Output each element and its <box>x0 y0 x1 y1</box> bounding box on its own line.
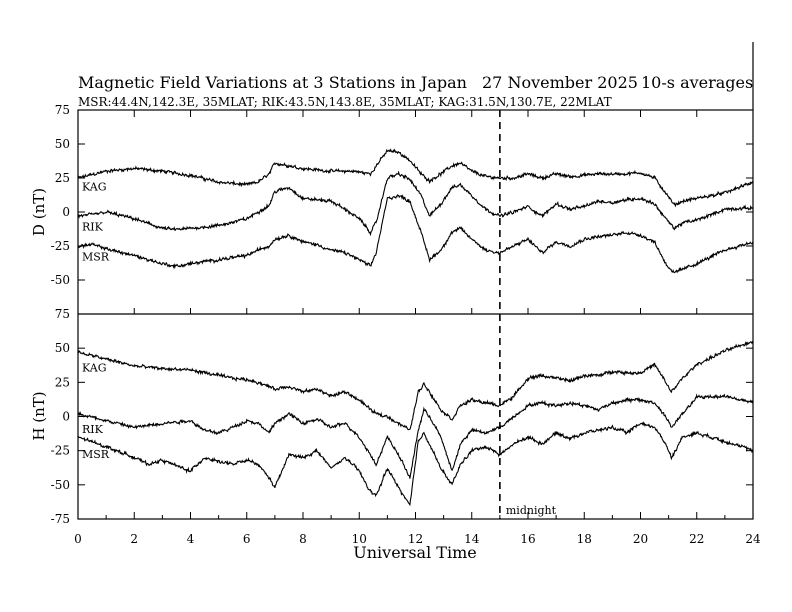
x-tick-label: 18 <box>577 532 592 546</box>
x-tick-label: 12 <box>408 532 423 546</box>
d-series-msr <box>77 194 754 274</box>
axis-layer: 0 2 4 6 8 10 12 14 16 18 20 22 247550250-25-50755025… <box>51 103 761 546</box>
y-tick-label: 50 <box>55 137 70 151</box>
station-label-rik: RIK <box>82 221 104 234</box>
x-tick-label: 0 <box>74 532 82 546</box>
y-tick-label: -25 <box>51 444 70 458</box>
chart-note: 10-s averages <box>641 73 753 92</box>
x-tick-label: 24 <box>745 532 761 546</box>
midnight-label: midnight <box>506 504 557 517</box>
x-tick-label: 8 <box>299 532 307 546</box>
y-tick-label: 75 <box>55 103 70 117</box>
h-series-msr <box>77 421 754 507</box>
y-tick-label: -75 <box>51 512 70 526</box>
station-label-rik: RIK <box>82 423 104 436</box>
x-tick-label: 6 <box>243 532 251 546</box>
x-tick-label: 4 <box>187 532 195 546</box>
y-tick-label: -50 <box>51 478 70 492</box>
y-tick-label: -25 <box>51 239 70 253</box>
chart-title: Magnetic Field Variations at 3 Stations … <box>78 73 467 92</box>
chart-subtitle: MSR:44.4N,142.3E, 35MLAT; RIK:43.5N,143.… <box>78 95 612 109</box>
series-layer: KAG RIK MSR KAG RIK MSR <box>77 148 754 507</box>
d-series-rik <box>77 170 754 237</box>
h-series-kag <box>77 340 754 431</box>
x-tick-label: 22 <box>689 532 704 546</box>
y-tick-label: 0 <box>62 205 70 219</box>
station-label-msr: MSR <box>82 251 110 264</box>
x-tick-label: 20 <box>633 532 648 546</box>
station-label-kag: KAG <box>82 362 107 375</box>
x-axis-title: Universal Time <box>353 543 476 562</box>
y-tick-label: -50 <box>51 273 70 287</box>
y-tick-label: 75 <box>55 307 70 321</box>
y-tick-label: 50 <box>55 341 70 355</box>
station-label-kag: KAG <box>82 181 107 194</box>
station-label-msr: MSR <box>82 448 110 461</box>
x-tick-label: 14 <box>464 532 480 546</box>
h-panel-ylabel: H (nT) <box>30 391 48 440</box>
h-series-rik <box>77 393 754 479</box>
y-tick-label: 25 <box>55 375 70 389</box>
y-tick-label: 25 <box>55 171 70 185</box>
x-tick-label: 10 <box>352 532 367 546</box>
chart-date: 27 November 2025 <box>482 73 638 92</box>
x-tick-label: 2 <box>130 532 138 546</box>
x-tick-label: 16 <box>520 532 535 546</box>
y-tick-label: 0 <box>62 410 70 424</box>
d-panel-ylabel: D (nT) <box>30 188 48 236</box>
d-series-kag <box>77 148 754 208</box>
